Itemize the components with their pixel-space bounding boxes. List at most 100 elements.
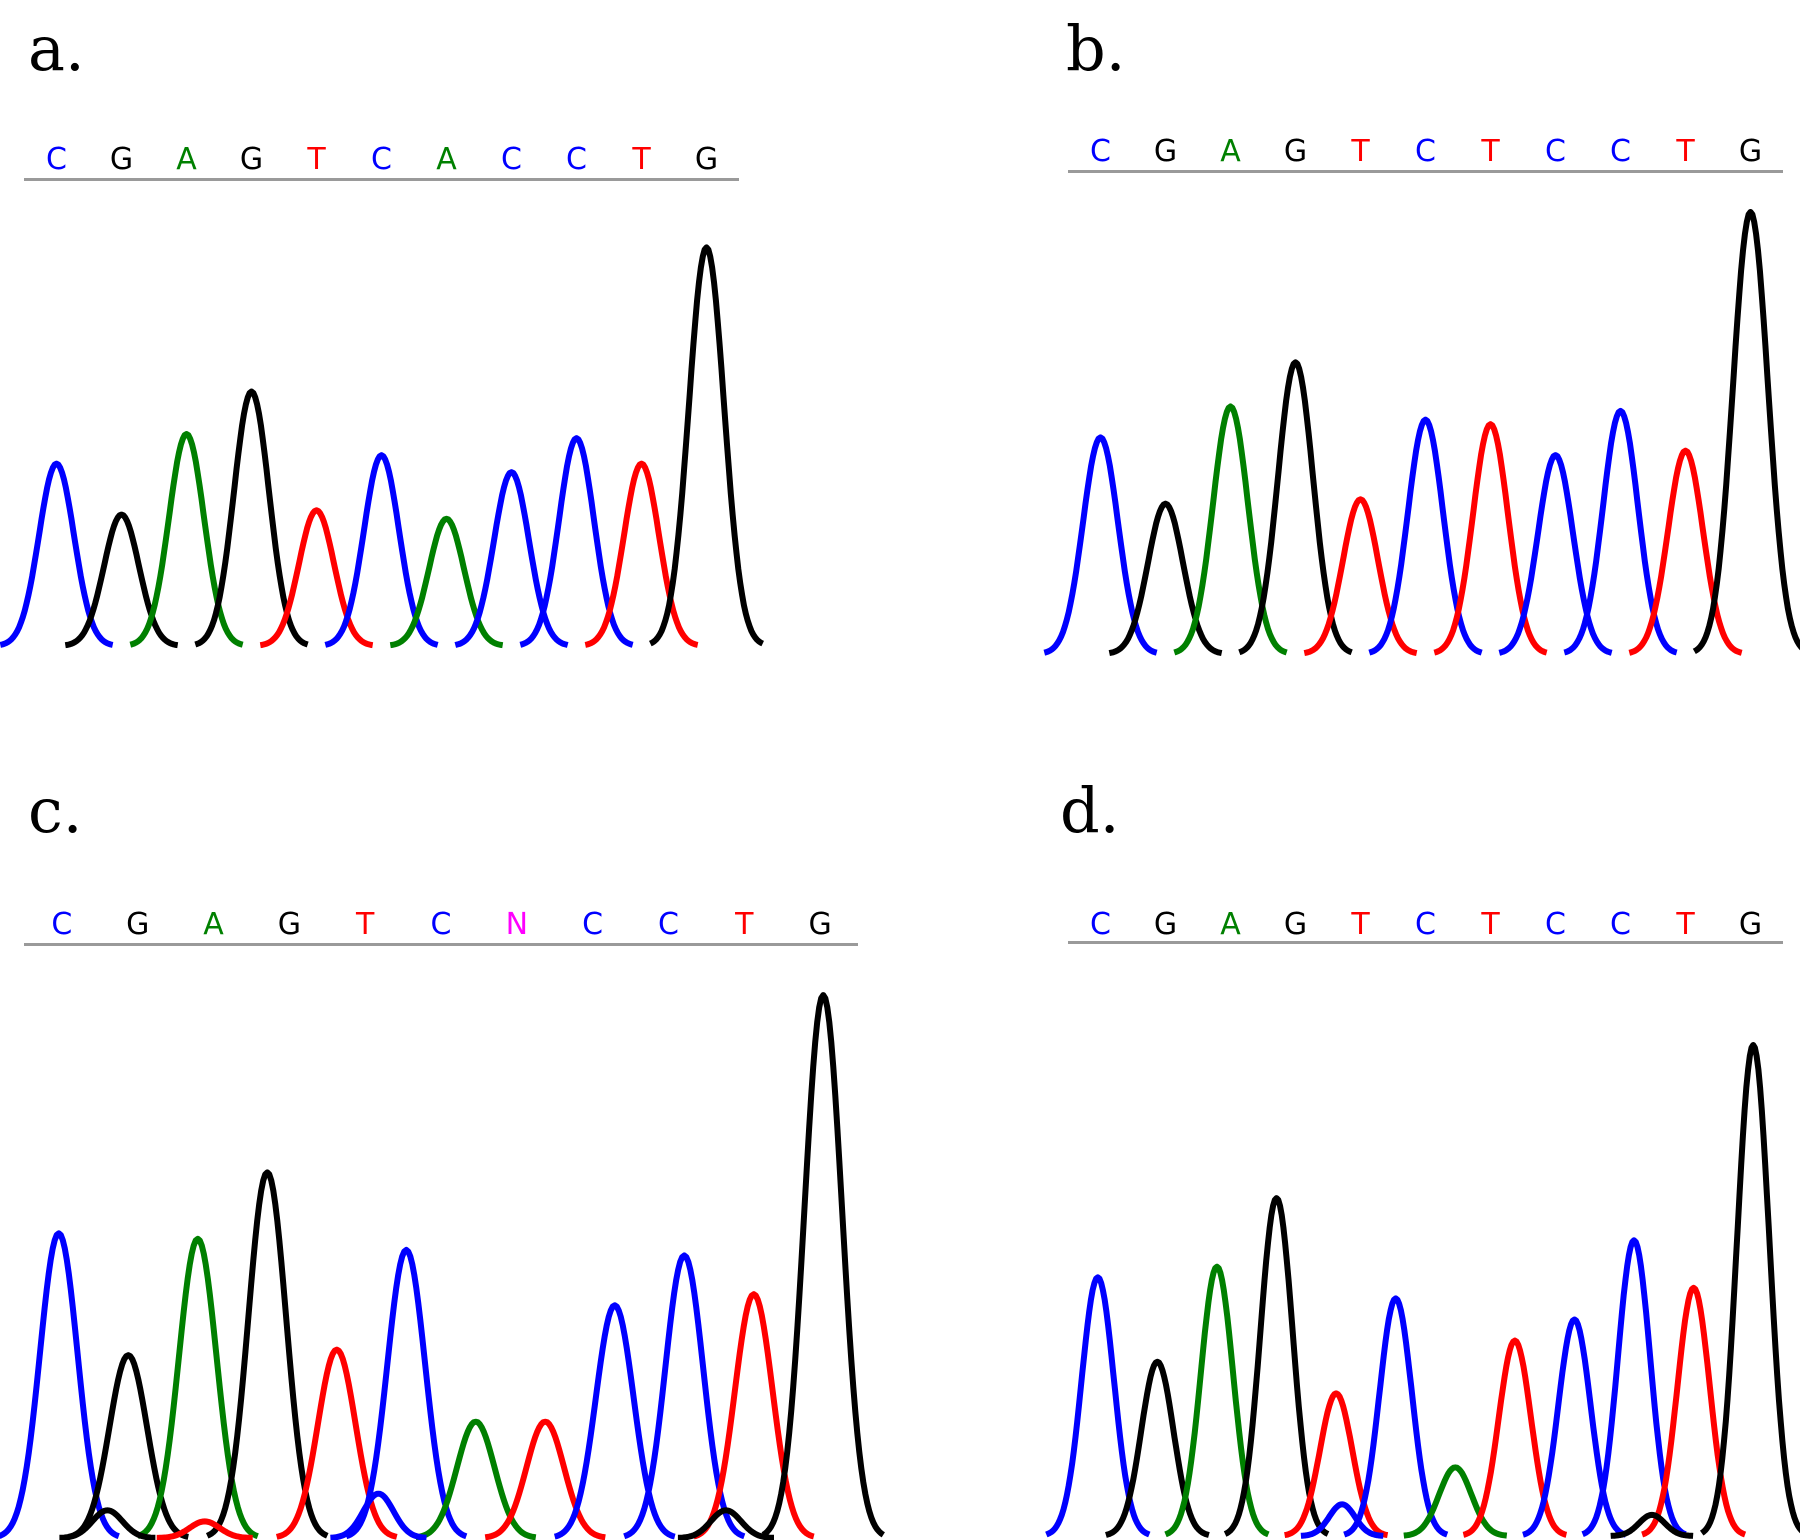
peak-c [0,460,114,648]
panel-label-d: d. [1060,774,1120,847]
base-call-2: G [109,142,134,177]
base-call-8: C [1545,134,1566,169]
base-call-7: T [1481,134,1500,169]
base-call-1: C [1090,134,1111,169]
base-call-6: C [1415,907,1436,942]
base-call-9: C [1610,907,1631,942]
minor-peak-c [1299,1501,1385,1539]
base-call-7: T [1481,907,1500,942]
panel-label-c: c. [28,774,83,847]
base-call-8: C [582,907,604,942]
peak-a [1173,403,1288,656]
base-call-5: T [1351,134,1370,169]
base-call-7: A [436,142,457,177]
peak-c [1368,416,1483,656]
base-call-3: A [203,907,224,942]
base-call-3: A [1220,907,1241,942]
base-call-10: T [735,907,754,942]
peak-a [129,431,244,648]
peak-a [1164,1263,1270,1538]
base-call-2: G [1153,134,1178,169]
peak-t [1283,1390,1389,1539]
base-call-11: G [1738,134,1763,169]
peak-t [259,507,374,649]
base-call-1: C [51,907,73,942]
peak-c [1581,1237,1687,1537]
peak-a [136,1235,259,1540]
base-call-10: T [1676,907,1695,942]
peak-c [1043,434,1158,656]
peak-a [389,515,504,649]
peak-c [324,452,439,648]
peak-g [64,511,179,649]
peak-g [1238,359,1353,656]
base-call-9: C [657,907,679,942]
minor-peak-g [1609,1511,1695,1539]
base-call-8: C [501,142,522,177]
base-call-8: C [1545,907,1566,942]
base-call-11: G [694,142,719,177]
base-call-5: T [307,142,326,177]
panel-label-b: b. [1066,12,1126,85]
panel-label-a: a. [28,12,85,85]
minor-peak-t [155,1518,255,1540]
base-call-1: C [1090,907,1111,942]
base-call-6: C [371,142,392,177]
chromatogram-trace-d [1045,1042,1800,1539]
peak-c [1563,407,1678,656]
peak-t [584,460,699,648]
base-call-4: G [1283,907,1308,942]
base-call-2: G [126,907,150,942]
peak-c [454,469,569,648]
peak-c [1045,1274,1151,1538]
base-call-9: C [1610,134,1631,169]
sequence-divider-a [24,178,739,181]
base-call-6: C [430,907,452,942]
peak-g [761,992,885,1538]
peak-t [1640,1284,1747,1538]
base-call-3: A [1220,134,1241,169]
sequence-divider-c [24,943,858,946]
peak-g [1699,1042,1800,1536]
peak-c [0,1230,120,1540]
peak-c [519,435,634,648]
peak-t [1462,1337,1568,1538]
base-call-5: T [1351,907,1370,942]
base-call-9: C [566,142,587,177]
peak-t [1303,496,1418,657]
peak-t [275,1346,398,1540]
peak-t [1628,447,1743,656]
base-call-7: N [505,907,529,942]
peak-g [649,244,764,647]
base-call-5: T [356,907,375,942]
peak-g [67,1352,190,1540]
base-call-10: T [1676,134,1695,169]
base-call-2: G [1153,907,1178,942]
peak-g [1104,1358,1211,1538]
minor-peak-g [58,1507,157,1540]
minor-peak-g [676,1507,776,1540]
chromatogram-trace-c [0,992,885,1540]
base-call-1: C [46,142,67,177]
chromatogram-trace-b [1043,209,1800,657]
peak-a [1402,1464,1509,1539]
base-call-4: G [1283,134,1308,169]
peak-t [692,1291,815,1540]
sequence-divider-d [1068,941,1783,944]
peak-g [1692,209,1800,654]
peak-c [553,1302,676,1540]
base-call-3: A [176,142,197,177]
base-call-10: T [632,142,651,177]
minor-peak-c [329,1490,428,1540]
peak-g [1108,500,1223,657]
base-call-6: C [1415,134,1436,169]
peak-c [1498,452,1613,656]
chromatogram-trace-a [0,244,764,649]
base-call-4: G [277,907,301,942]
peak-g [194,388,309,648]
